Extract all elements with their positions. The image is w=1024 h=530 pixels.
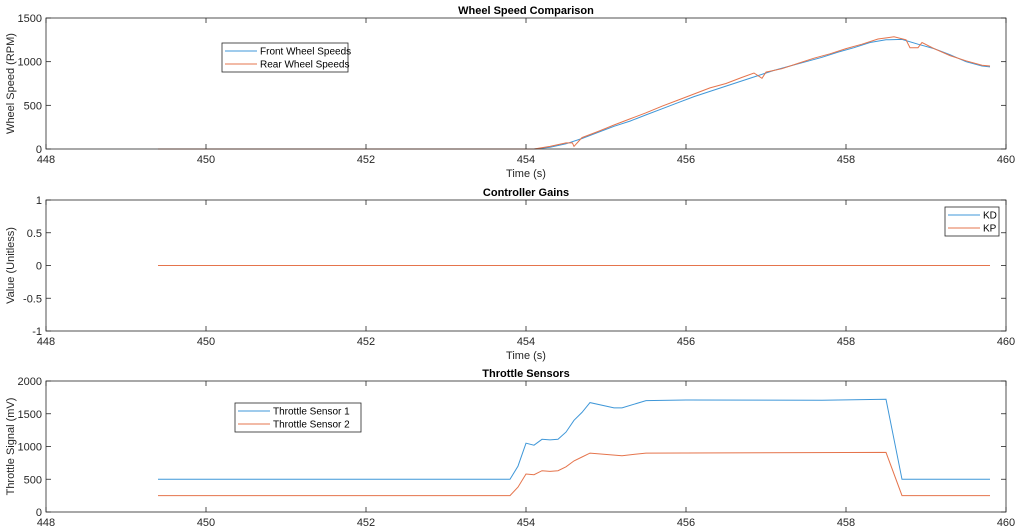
x-tick-label: 450: [197, 336, 215, 348]
x-axis-label: Time (s): [506, 350, 546, 362]
series-line-throttle-sensor-2: [158, 451, 990, 497]
x-tick-label: 452: [357, 154, 375, 166]
x-tick-label: 448: [37, 517, 55, 529]
legend: KD KP: [944, 206, 1000, 237]
legend-entry: Throttle Sensor 1: [273, 407, 350, 418]
chart-title: Controller Gains: [483, 187, 569, 199]
x-tick-label: 454: [517, 154, 535, 166]
y-tick-label: 1000: [18, 57, 42, 69]
y-tick-label: 2000: [18, 376, 42, 388]
y-tick-label: 500: [24, 474, 42, 486]
y-tick-label: -1: [32, 326, 42, 338]
x-tick-label: 448: [37, 336, 55, 348]
y-tick-label: 1500: [18, 409, 42, 421]
legend: Throttle Sensor 1 Throttle Sensor 2: [234, 402, 362, 433]
y-axis-label: Throttle Signal (mV): [5, 398, 17, 496]
series-line-throttle-sensor-1: [158, 398, 990, 480]
subplot-3: 448 450 452 454 456 458 4600500100015002000Thr…: [5, 368, 1015, 529]
y-tick-label: 0: [36, 507, 42, 519]
series-line-rear-wheel-speeds: [158, 36, 991, 150]
x-tick-label: 454: [517, 517, 535, 529]
y-tick-label: 1: [36, 195, 42, 207]
legend: Front Wheel Speeds Rear Wheel Speeds: [221, 42, 351, 73]
x-tick-label: 450: [197, 154, 215, 166]
axes-box: [45, 17, 1007, 150]
x-tick-label: 458: [837, 517, 855, 529]
y-axis-label: Value (Unitless): [5, 227, 17, 304]
x-tick-label: 460: [997, 154, 1015, 166]
legend-entry: Throttle Sensor 2: [273, 420, 350, 431]
legend-box: [234, 402, 362, 433]
x-tick-label: 460: [997, 336, 1015, 348]
y-tick-label: 500: [24, 100, 42, 112]
x-tick-label: 452: [357, 336, 375, 348]
legend-entry: KP: [983, 224, 997, 235]
x-axis-label: Time (s): [506, 168, 546, 180]
legend-entry: Front Wheel Speeds: [260, 47, 351, 58]
subplot-2: 448 450 452 454 456 458 460 -1 -0.5 0 0.5 1 Controll…: [5, 187, 1015, 362]
x-tick-label: 456: [677, 336, 695, 348]
x-tick-label: 456: [677, 517, 695, 529]
x-tick-label: 454: [517, 336, 535, 348]
y-tick-label: -0.5: [23, 293, 42, 305]
y-axis-label: Wheel Speed (RPM): [5, 33, 17, 134]
y-tick-label: 0.5: [27, 228, 42, 240]
x-tick-label: 448: [37, 154, 55, 166]
legend-box: [221, 42, 349, 73]
x-tick-label: 460: [997, 517, 1015, 529]
axes-box: [45, 380, 1007, 513]
x-tick-label: 450: [197, 517, 215, 529]
y-tick-label: 1000: [18, 442, 42, 454]
x-tick-label: 458: [837, 154, 855, 166]
x-tick-label: 456: [677, 154, 695, 166]
y-tick-label: 1500: [18, 13, 42, 25]
x-tick-label: 452: [357, 517, 375, 529]
chart-title: Throttle Sensors: [482, 368, 569, 380]
legend-entry: Rear Wheel Speeds: [260, 60, 350, 71]
legend-box: [944, 206, 1000, 237]
y-tick-label: 0: [36, 261, 42, 273]
legend-entry: KD: [983, 211, 997, 222]
y-tick-label: 0: [36, 144, 42, 156]
x-tick-label: 458: [837, 336, 855, 348]
chart-title: Wheel Speed Comparison: [458, 5, 594, 17]
